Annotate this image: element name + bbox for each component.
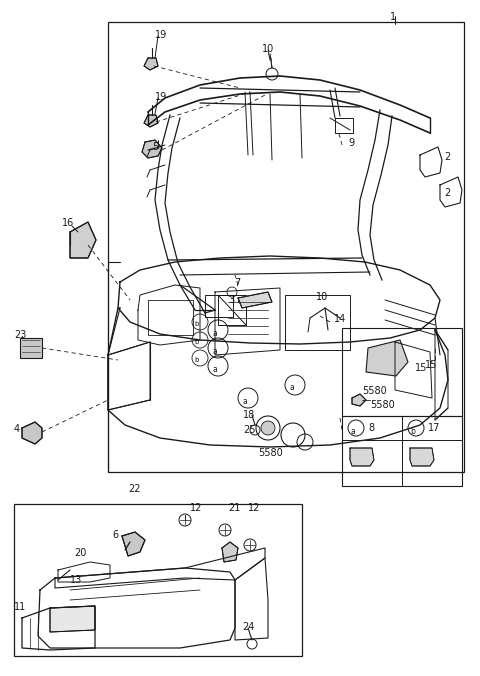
Text: 15: 15 bbox=[415, 363, 427, 373]
Text: 9: 9 bbox=[348, 138, 354, 148]
Text: 3: 3 bbox=[228, 295, 234, 305]
Polygon shape bbox=[144, 58, 158, 70]
Text: 23: 23 bbox=[14, 330, 26, 340]
Text: 2: 2 bbox=[444, 152, 450, 162]
Text: 24: 24 bbox=[242, 622, 254, 632]
Bar bbox=[335, 118, 353, 133]
Text: 5: 5 bbox=[152, 142, 158, 152]
Text: 19: 19 bbox=[155, 92, 167, 102]
Text: 17: 17 bbox=[428, 423, 440, 433]
Text: 15: 15 bbox=[425, 360, 437, 370]
Polygon shape bbox=[22, 422, 42, 444]
Text: 7: 7 bbox=[234, 278, 240, 288]
Bar bbox=[218, 295, 246, 325]
Bar bbox=[20, 338, 42, 358]
Text: 11: 11 bbox=[14, 602, 26, 612]
Text: a: a bbox=[212, 329, 217, 337]
Text: 5580: 5580 bbox=[370, 400, 395, 410]
Polygon shape bbox=[144, 115, 158, 127]
Text: a: a bbox=[212, 364, 217, 374]
Bar bbox=[342, 416, 462, 486]
Polygon shape bbox=[122, 532, 145, 556]
Text: b: b bbox=[195, 322, 199, 327]
Bar bbox=[148, 300, 193, 335]
Polygon shape bbox=[352, 394, 366, 406]
Polygon shape bbox=[50, 606, 95, 632]
Text: 6: 6 bbox=[112, 530, 118, 540]
Text: 14: 14 bbox=[334, 314, 346, 324]
Text: 5580: 5580 bbox=[362, 386, 387, 396]
Text: b: b bbox=[195, 339, 199, 345]
Text: b: b bbox=[195, 358, 199, 364]
Polygon shape bbox=[410, 448, 434, 466]
Text: 1: 1 bbox=[390, 12, 396, 22]
Bar bbox=[285, 295, 350, 350]
Text: a: a bbox=[212, 347, 217, 356]
Polygon shape bbox=[142, 140, 162, 158]
Text: b: b bbox=[410, 427, 415, 435]
Text: a: a bbox=[242, 397, 247, 406]
Text: 4: 4 bbox=[14, 424, 20, 434]
Text: 25: 25 bbox=[243, 425, 255, 435]
Text: 18: 18 bbox=[243, 410, 255, 420]
Text: a: a bbox=[350, 427, 355, 435]
Bar bbox=[205, 295, 233, 317]
Polygon shape bbox=[366, 340, 408, 376]
Text: 12: 12 bbox=[248, 503, 260, 513]
Text: 20: 20 bbox=[74, 548, 86, 558]
Bar bbox=[14, 504, 302, 656]
Polygon shape bbox=[350, 448, 374, 466]
Text: 13: 13 bbox=[70, 575, 82, 585]
Bar bbox=[342, 328, 462, 416]
Circle shape bbox=[261, 421, 275, 435]
Polygon shape bbox=[70, 222, 96, 258]
Text: 2: 2 bbox=[444, 188, 450, 198]
Text: 16: 16 bbox=[62, 218, 74, 228]
Polygon shape bbox=[222, 542, 238, 562]
Text: 19: 19 bbox=[155, 30, 167, 40]
Text: 21: 21 bbox=[228, 503, 240, 513]
Text: a: a bbox=[289, 383, 294, 393]
Text: 8: 8 bbox=[368, 423, 374, 433]
Bar bbox=[108, 22, 464, 472]
Text: 10: 10 bbox=[262, 44, 274, 54]
Text: 10: 10 bbox=[316, 292, 328, 302]
Text: 5580: 5580 bbox=[258, 448, 283, 458]
Text: 12: 12 bbox=[190, 503, 203, 513]
Polygon shape bbox=[238, 292, 272, 308]
Text: 22: 22 bbox=[128, 484, 141, 494]
